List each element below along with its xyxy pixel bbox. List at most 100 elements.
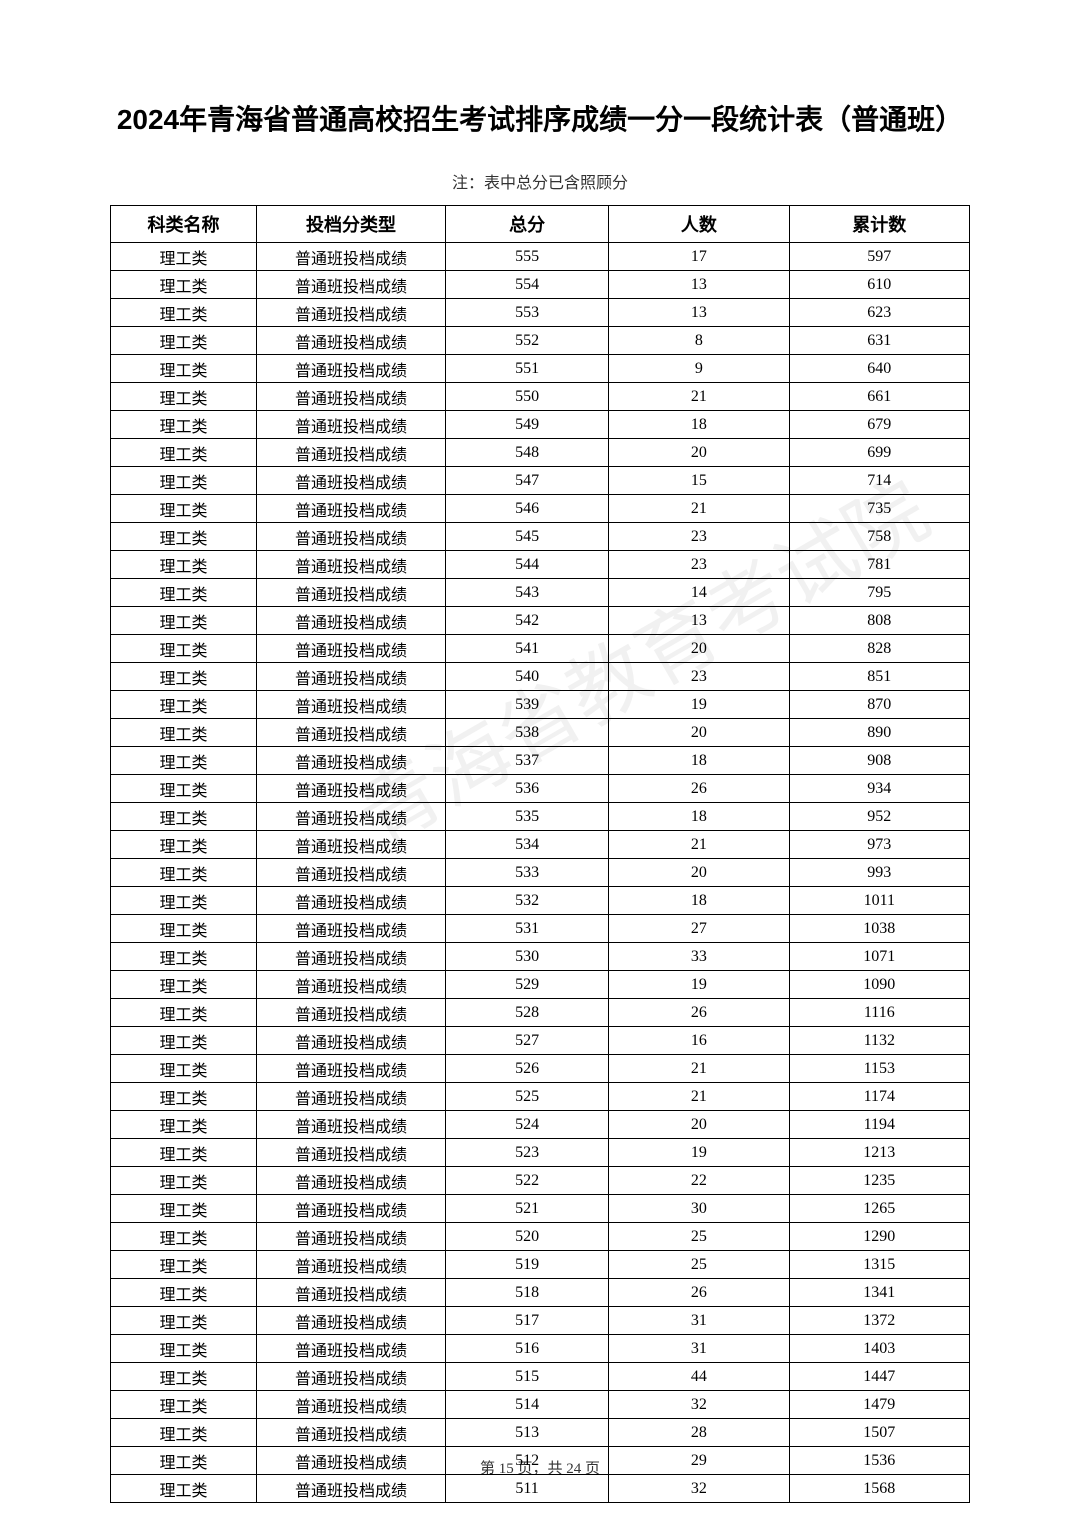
table-cell: 普通班投档成绩 xyxy=(257,999,446,1027)
table-cell: 普通班投档成绩 xyxy=(257,719,446,747)
table-row: 理工类普通班投档成绩53919870 xyxy=(111,691,970,719)
table-cell: 553 xyxy=(445,299,608,327)
table-body: 理工类普通班投档成绩55517597理工类普通班投档成绩55413610理工类普… xyxy=(111,243,970,1503)
table-cell: 550 xyxy=(445,383,608,411)
table-cell: 普通班投档成绩 xyxy=(257,467,446,495)
table-row: 理工类普通班投档成绩511321568 xyxy=(111,1475,970,1503)
table-cell: 1372 xyxy=(789,1307,969,1335)
table-cell: 普通班投档成绩 xyxy=(257,579,446,607)
table-cell: 普通班投档成绩 xyxy=(257,1475,446,1503)
table-row: 理工类普通班投档成绩5528631 xyxy=(111,327,970,355)
table-cell: 普通班投档成绩 xyxy=(257,1027,446,1055)
table-cell: 735 xyxy=(789,495,969,523)
table-cell: 理工类 xyxy=(111,383,257,411)
table-cell: 528 xyxy=(445,999,608,1027)
table-cell: 44 xyxy=(609,1363,789,1391)
table-cell: 534 xyxy=(445,831,608,859)
table-cell: 理工类 xyxy=(111,243,257,271)
table-cell: 512 xyxy=(445,1447,608,1475)
table-row: 理工类普通班投档成绩54023851 xyxy=(111,663,970,691)
table-cell: 普通班投档成绩 xyxy=(257,1083,446,1111)
table-cell: 普通班投档成绩 xyxy=(257,915,446,943)
table-cell: 1479 xyxy=(789,1391,969,1419)
table-cell: 理工类 xyxy=(111,803,257,831)
table-cell: 851 xyxy=(789,663,969,691)
table-cell: 870 xyxy=(789,691,969,719)
table-row: 理工类普通班投档成绩521301265 xyxy=(111,1195,970,1223)
table-cell: 1153 xyxy=(789,1055,969,1083)
table-row: 理工类普通班投档成绩54621735 xyxy=(111,495,970,523)
table-cell: 普通班投档成绩 xyxy=(257,495,446,523)
table-cell: 23 xyxy=(609,523,789,551)
table-cell: 普通班投档成绩 xyxy=(257,411,446,439)
table-cell: 533 xyxy=(445,859,608,887)
table-cell: 普通班投档成绩 xyxy=(257,943,446,971)
table-cell: 537 xyxy=(445,747,608,775)
table-cell: 27 xyxy=(609,915,789,943)
table-cell: 32 xyxy=(609,1391,789,1419)
table-cell: 理工类 xyxy=(111,635,257,663)
table-cell: 普通班投档成绩 xyxy=(257,1391,446,1419)
table-cell: 18 xyxy=(609,887,789,915)
table-cell: 527 xyxy=(445,1027,608,1055)
table-cell: 理工类 xyxy=(111,551,257,579)
table-cell: 普通班投档成绩 xyxy=(257,327,446,355)
table-cell: 545 xyxy=(445,523,608,551)
table-cell: 理工类 xyxy=(111,1475,257,1503)
table-row: 理工类普通班投档成绩522221235 xyxy=(111,1167,970,1195)
table-cell: 973 xyxy=(789,831,969,859)
table-cell: 529 xyxy=(445,971,608,999)
table-row: 理工类普通班投档成绩532181011 xyxy=(111,887,970,915)
table-cell: 理工类 xyxy=(111,1307,257,1335)
table-cell: 548 xyxy=(445,439,608,467)
table-cell: 1536 xyxy=(789,1447,969,1475)
table-cell: 1090 xyxy=(789,971,969,999)
table-cell: 理工类 xyxy=(111,1419,257,1447)
table-cell: 21 xyxy=(609,831,789,859)
table-cell: 普通班投档成绩 xyxy=(257,775,446,803)
table-row: 理工类普通班投档成绩53518952 xyxy=(111,803,970,831)
note-text: 注：表中总分已含照顾分 xyxy=(110,169,970,193)
table-cell: 理工类 xyxy=(111,495,257,523)
table-cell: 28 xyxy=(609,1419,789,1447)
table-cell: 理工类 xyxy=(111,523,257,551)
table-row: 理工类普通班投档成绩55517597 xyxy=(111,243,970,271)
table-cell: 普通班投档成绩 xyxy=(257,523,446,551)
table-row: 理工类普通班投档成绩529191090 xyxy=(111,971,970,999)
table-cell: 1403 xyxy=(789,1335,969,1363)
table-cell: 549 xyxy=(445,411,608,439)
table-cell: 23 xyxy=(609,663,789,691)
table-cell: 16 xyxy=(609,1027,789,1055)
page-title: 2024年青海省普通高校招生考试排序成绩一分一段统计表（普通班） xyxy=(110,100,970,139)
table-cell: 20 xyxy=(609,859,789,887)
table-cell: 542 xyxy=(445,607,608,635)
table-cell: 普通班投档成绩 xyxy=(257,1419,446,1447)
table-cell: 理工类 xyxy=(111,355,257,383)
table-cell: 828 xyxy=(789,635,969,663)
table-cell: 29 xyxy=(609,1447,789,1475)
table-cell: 理工类 xyxy=(111,411,257,439)
table-cell: 普通班投档成绩 xyxy=(257,1139,446,1167)
table-row: 理工类普通班投档成绩519251315 xyxy=(111,1251,970,1279)
table-row: 理工类普通班投档成绩523191213 xyxy=(111,1139,970,1167)
table-cell: 1568 xyxy=(789,1475,969,1503)
table-cell: 597 xyxy=(789,243,969,271)
table-cell: 699 xyxy=(789,439,969,467)
table-row: 理工类普通班投档成绩53820890 xyxy=(111,719,970,747)
table-cell: 理工类 xyxy=(111,1139,257,1167)
table-cell: 511 xyxy=(445,1475,608,1503)
table-cell: 理工类 xyxy=(111,1223,257,1251)
table-cell: 理工类 xyxy=(111,1447,257,1475)
table-cell: 普通班投档成绩 xyxy=(257,551,446,579)
table-cell: 1213 xyxy=(789,1139,969,1167)
table-cell: 普通班投档成绩 xyxy=(257,1223,446,1251)
table-cell: 普通班投档成绩 xyxy=(257,887,446,915)
table-row: 理工类普通班投档成绩525211174 xyxy=(111,1083,970,1111)
table-cell: 543 xyxy=(445,579,608,607)
table-cell: 20 xyxy=(609,719,789,747)
table-cell: 1038 xyxy=(789,915,969,943)
table-cell: 普通班投档成绩 xyxy=(257,635,446,663)
table-cell: 546 xyxy=(445,495,608,523)
table-cell: 26 xyxy=(609,999,789,1027)
table-cell: 理工类 xyxy=(111,747,257,775)
